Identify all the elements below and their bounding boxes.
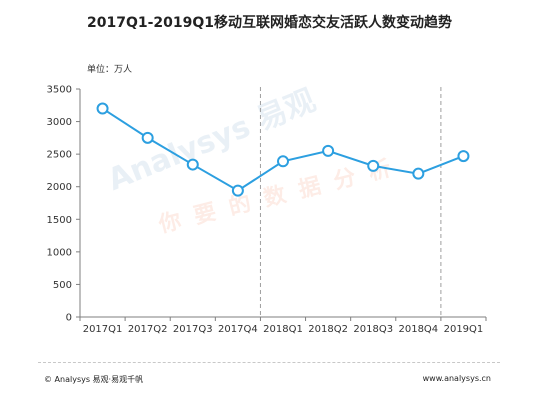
series-line [102, 107, 464, 192]
data-point [186, 158, 199, 171]
x-tick-label: 2017Q1 [83, 324, 123, 335]
data-point [141, 131, 154, 144]
y-tick-label: 3500 [47, 85, 72, 96]
y-tick-label: 1000 [47, 247, 72, 258]
x-tick-label: 2017Q4 [218, 324, 258, 335]
data-point [367, 159, 380, 172]
chart-title: 2017Q1-2019Q1移动互联网婚恋交友活跃人数变动趋势 [86, 15, 453, 31]
data-point [277, 155, 289, 168]
data-point [322, 144, 335, 157]
footer-website: www.analysys.cn [422, 374, 491, 383]
x-tick-label: 2018Q4 [398, 324, 438, 335]
x-tick-label: 2017Q2 [128, 324, 168, 335]
y-tick-label: 0 [66, 313, 72, 324]
data-point [457, 150, 470, 163]
y-tick-label: 1500 [47, 215, 72, 226]
y-tick-label: 2500 [47, 150, 72, 161]
unit-label: 单位：万人 [87, 65, 133, 75]
x-tick-label: 2017Q3 [173, 324, 213, 335]
x-tick-label: 2018Q3 [353, 324, 393, 335]
x-tick-label: 2018Q2 [308, 324, 348, 335]
y-tick-label: 500 [53, 280, 72, 291]
data-point [231, 184, 244, 197]
x-tick-label: 2019Q1 [444, 324, 484, 335]
data-point [412, 167, 425, 180]
data-point [96, 102, 109, 115]
footer-copyright: © Analysys 易观·易观千帆 [44, 375, 144, 384]
footer-divider [38, 362, 500, 363]
y-tick-label: 3000 [47, 117, 72, 128]
y-tick-label: 2000 [47, 182, 72, 193]
x-tick-label: 2018Q1 [263, 324, 303, 335]
